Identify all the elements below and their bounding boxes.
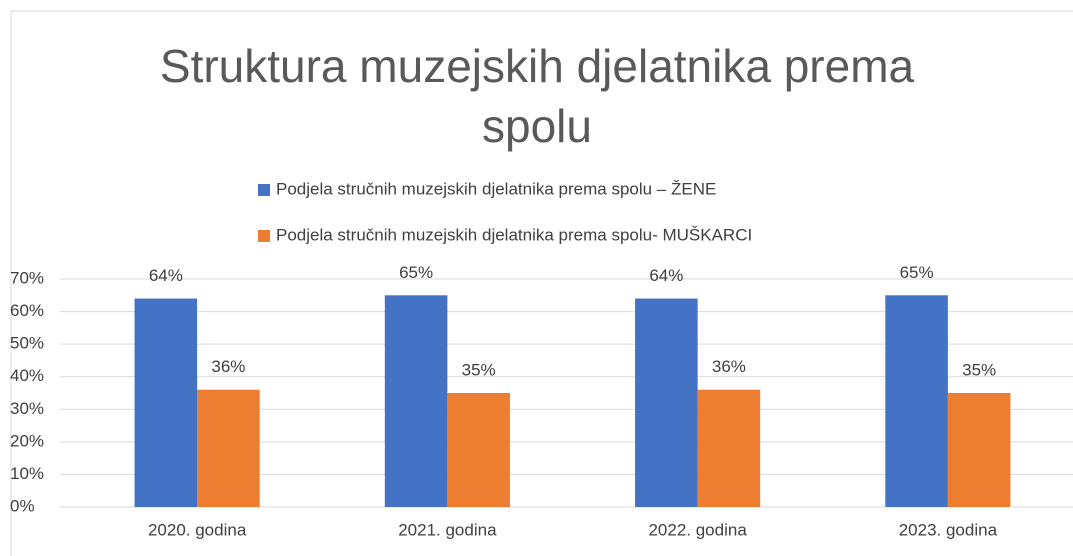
data-label: 36% <box>211 357 245 376</box>
bar <box>947 393 1011 507</box>
data-label: 35% <box>462 360 496 379</box>
y-tick-label: 10% <box>10 464 44 483</box>
bar <box>447 393 510 507</box>
data-label: 65% <box>900 263 934 282</box>
chart-title: Struktura muzejskih djelatnika prema spo… <box>159 40 915 152</box>
data-label: 35% <box>962 360 996 379</box>
legend-swatch <box>258 230 270 242</box>
bar <box>885 295 948 507</box>
bar <box>384 295 448 507</box>
bar <box>134 298 198 507</box>
y-tick-label: 0% <box>10 496 35 515</box>
x-tick-label: 2022. godina <box>648 520 747 539</box>
bar <box>697 389 761 507</box>
bar <box>635 298 698 507</box>
data-label: 36% <box>712 357 746 376</box>
x-tick-label: 2023. godina <box>899 520 998 539</box>
legend-swatch <box>258 184 270 196</box>
data-label: 64% <box>149 266 183 285</box>
data-label: 65% <box>399 263 433 282</box>
y-tick-label: 20% <box>10 431 44 450</box>
y-tick-label: 40% <box>10 366 44 385</box>
x-tick-label: 2021. godina <box>398 520 497 539</box>
chart-border <box>10 10 1073 556</box>
y-tick-label: 60% <box>10 301 44 320</box>
bar <box>197 389 260 507</box>
legend-label: Podjela stručnih muzejskih djelatnika pr… <box>276 225 752 244</box>
data-label: 64% <box>649 266 683 285</box>
y-tick-label: 70% <box>10 268 44 287</box>
legend-label: Podjela stručnih muzejskih djelatnika pr… <box>276 179 716 198</box>
y-tick-label: 30% <box>10 399 44 418</box>
y-tick-label: 50% <box>10 334 44 353</box>
x-tick-label: 2020. godina <box>148 520 247 539</box>
